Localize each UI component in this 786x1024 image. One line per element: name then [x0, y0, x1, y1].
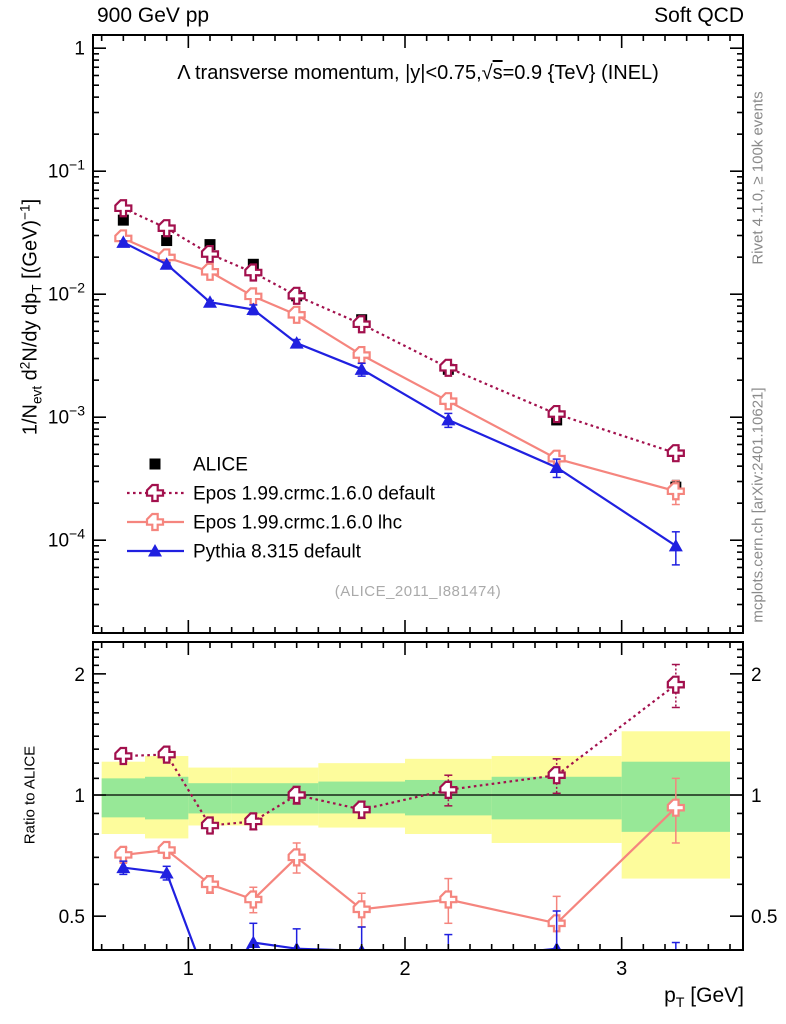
- open-cross-marker: [244, 263, 263, 282]
- triangle-marker: [246, 935, 261, 949]
- svg-text:1: 1: [74, 39, 85, 60]
- triangle-marker: [668, 538, 683, 552]
- triangle-marker: [203, 295, 217, 308]
- triangle-marker: [669, 982, 683, 995]
- svg-text:1: 1: [183, 958, 194, 980]
- open-cross-marker: [114, 199, 133, 218]
- series-epos_default: [114, 199, 685, 463]
- main-panel-frame: [92, 34, 744, 634]
- open-cross-marker: [666, 675, 685, 694]
- header-beam-energy: 900 GeV pp: [97, 4, 210, 27]
- open-cross-marker: [157, 840, 176, 860]
- open-cross-marker: [200, 816, 220, 835]
- open-cross-marker: [114, 845, 133, 864]
- svg-text:10−4: 10−4: [48, 526, 85, 552]
- svg-text:2: 2: [399, 958, 410, 980]
- series-line: [122, 237, 677, 493]
- open-cross-marker: [287, 286, 306, 305]
- legend-label: Pythia 8.315 default: [193, 542, 362, 563]
- triangle-marker: [354, 362, 369, 375]
- triangle-marker: [148, 544, 162, 557]
- open-cross-marker: [244, 287, 263, 306]
- band-stat-uncertainty: [101, 778, 145, 818]
- triangle-marker: [159, 866, 174, 879]
- header-process-group: Soft QCD: [654, 4, 744, 27]
- open-cross-marker: [352, 800, 371, 819]
- band-stat-uncertainty: [231, 783, 275, 814]
- open-cross-marker: [244, 890, 263, 909]
- open-cross-marker: [352, 900, 371, 919]
- open-cross-marker: [439, 780, 458, 799]
- open-cross-marker: [287, 305, 306, 324]
- open-cross-marker: [114, 746, 133, 766]
- svg-text:10−2: 10−2: [48, 280, 85, 306]
- open-cross-marker: [200, 875, 220, 894]
- open-cross-marker: [200, 262, 220, 281]
- axis-tick-labels: 1 10−1 10−2 10−3 10−4 2 2 1 1 0.5 0.5 1 2 3: [48, 39, 778, 980]
- open-cross-marker: [157, 745, 176, 764]
- open-cross-marker: [157, 219, 176, 238]
- legend: ALICE Epos 1.99.crmc.1.6.0 default Epos 1.…: [127, 455, 436, 563]
- svg-text:3: 3: [616, 958, 627, 980]
- open-cross-marker: [352, 315, 371, 334]
- open-cross-marker: [145, 512, 165, 532]
- triangle-marker: [159, 257, 174, 270]
- svg-text:1: 1: [74, 786, 85, 807]
- legend-label: Epos 1.99.crmc.1.6.0 default: [193, 484, 436, 505]
- square-marker: [161, 235, 173, 247]
- open-cross-marker: [666, 798, 685, 817]
- x-axis-title: pT [GeV]: [664, 984, 744, 1011]
- open-cross-marker: [439, 358, 458, 377]
- plot-title: Λ transverse momentum, |y|<0.75,√s=0.9 {…: [177, 62, 659, 84]
- svg-text:2: 2: [751, 665, 762, 686]
- open-cross-marker: [547, 766, 566, 785]
- open-cross-marker: [666, 444, 685, 463]
- open-cross-marker: [439, 392, 458, 411]
- ratio-uncertainty-bands: [101, 731, 730, 879]
- triangle-marker: [289, 336, 304, 349]
- svg-text:0.5: 0.5: [751, 907, 777, 928]
- open-cross-marker: [666, 482, 685, 501]
- svg-text:10−3: 10−3: [48, 403, 85, 429]
- open-cross-marker: [439, 890, 458, 909]
- svg-text:0.5: 0.5: [59, 907, 85, 928]
- open-cross-marker: [200, 244, 220, 264]
- band-stat-uncertainty: [188, 783, 232, 814]
- square-marker: [117, 214, 129, 226]
- ratio-panel-frame: [92, 641, 744, 951]
- triangle-marker: [116, 235, 131, 248]
- open-cross-marker: [547, 404, 566, 424]
- open-cross-marker: [287, 848, 306, 867]
- svg-text:1: 1: [751, 786, 762, 807]
- analysis-id-watermark: (ALICE_2011_I881474): [334, 583, 502, 600]
- svg-text:2: 2: [74, 665, 85, 686]
- open-cross-marker: [352, 345, 371, 365]
- svg-text:10−1: 10−1: [48, 157, 85, 183]
- open-cross-marker: [287, 785, 306, 805]
- triangle-marker: [441, 953, 455, 966]
- open-cross-marker: [145, 483, 165, 503]
- square-marker: [204, 239, 216, 251]
- band-stat-uncertainty: [145, 776, 189, 820]
- square-marker: [149, 458, 161, 470]
- triangle-marker: [116, 860, 131, 874]
- series-epos_default: [114, 663, 685, 835]
- triangle-marker: [549, 460, 564, 473]
- triangle-marker: [246, 302, 261, 316]
- legend-label: ALICE: [193, 455, 248, 476]
- series-pythia: [116, 235, 683, 566]
- triangle-marker: [203, 982, 217, 995]
- triangle-marker: [441, 412, 456, 426]
- legend-label: Epos 1.99.crmc.1.6.0 lhc: [193, 513, 402, 534]
- open-cross-marker: [244, 812, 263, 831]
